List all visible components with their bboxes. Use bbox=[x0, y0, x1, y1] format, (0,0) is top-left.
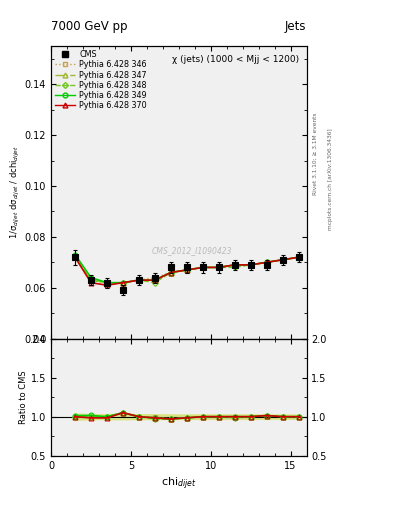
Text: mcplots.cern.ch [arXiv:1306.3436]: mcplots.cern.ch [arXiv:1306.3436] bbox=[328, 129, 333, 230]
Text: 7000 GeV pp: 7000 GeV pp bbox=[51, 20, 128, 33]
Legend: CMS, Pythia 6.428 346, Pythia 6.428 347, Pythia 6.428 348, Pythia 6.428 349, Pyt: CMS, Pythia 6.428 346, Pythia 6.428 347,… bbox=[53, 49, 149, 112]
Text: Rivet 3.1.10; ≥ 3.1M events: Rivet 3.1.10; ≥ 3.1M events bbox=[312, 112, 318, 195]
Text: CMS_2012_I1090423: CMS_2012_I1090423 bbox=[151, 246, 232, 255]
X-axis label: chi$_{dijet}$: chi$_{dijet}$ bbox=[161, 476, 196, 493]
Y-axis label: Ratio to CMS: Ratio to CMS bbox=[19, 370, 28, 424]
Text: χ (jets) (1000 < Mjj < 1200): χ (jets) (1000 < Mjj < 1200) bbox=[172, 55, 299, 64]
Text: Jets: Jets bbox=[285, 20, 307, 33]
Y-axis label: 1/σ$_{dijet}$ dσ$_{dijet}$ / dchi$_{dijet}$: 1/σ$_{dijet}$ dσ$_{dijet}$ / dchi$_{dije… bbox=[9, 145, 22, 240]
